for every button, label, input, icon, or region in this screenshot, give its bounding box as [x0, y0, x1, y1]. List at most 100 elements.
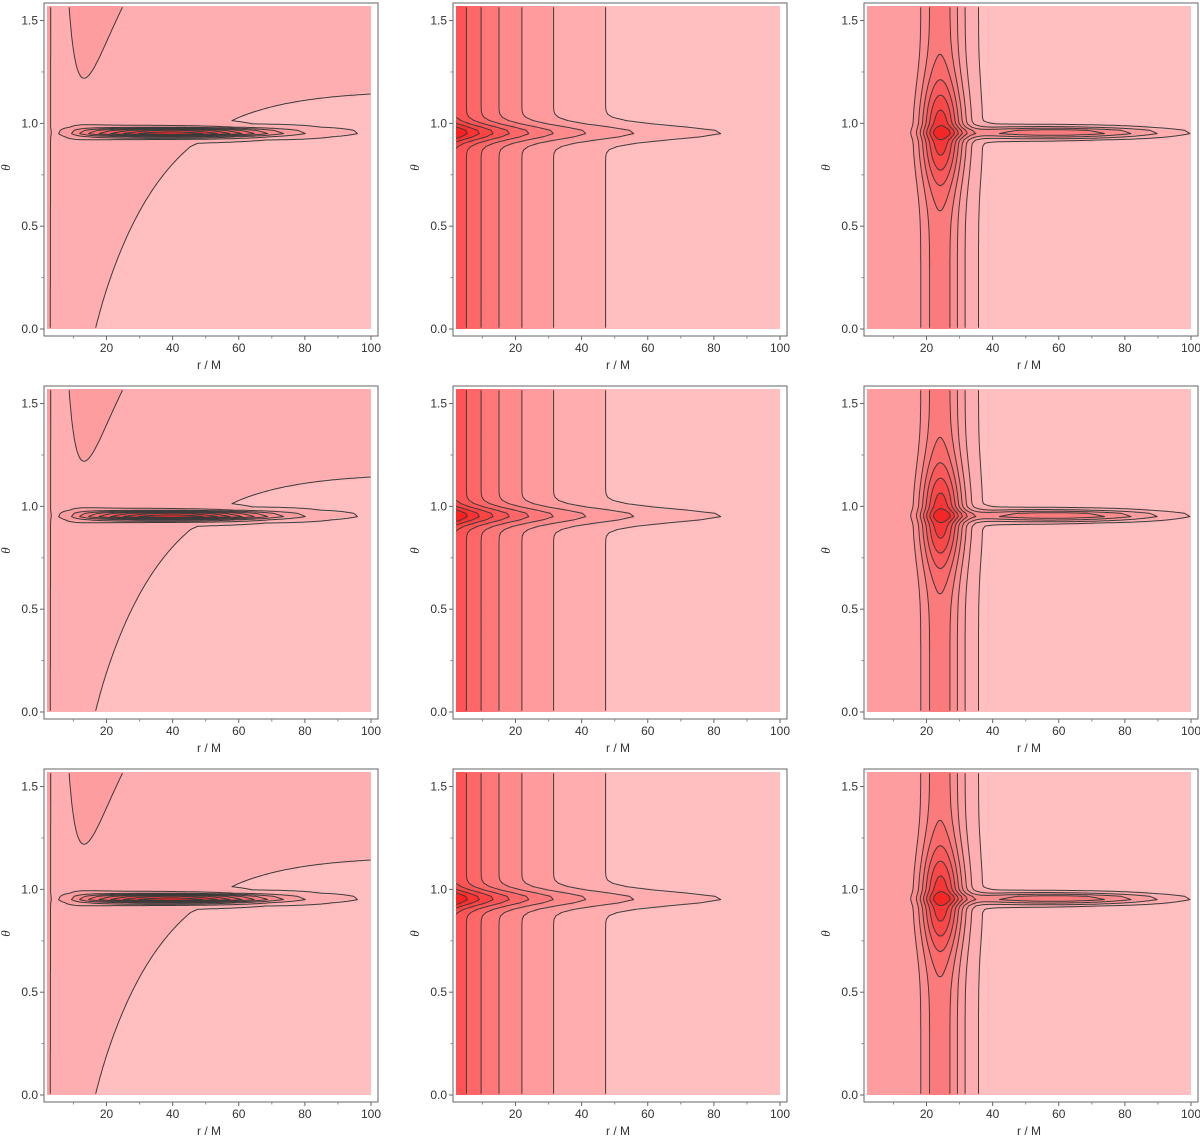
contour-line-6 [923, 79, 963, 186]
x-axis-label: r / M [197, 358, 221, 372]
x-axis-label: r / M [197, 1124, 221, 1138]
contour-fill [47, 6, 371, 329]
x-tick-label: 40 [575, 1107, 589, 1121]
contour-line-5 [480, 390, 530, 711]
axis-ticks: 20 40 60 80 100 0.0 0.5 1.0 1.5 [841, 397, 1200, 738]
y-tick-label: 1.5 [21, 780, 38, 794]
contour-line-1 [978, 390, 1191, 711]
contour-fill [456, 772, 780, 1095]
y-axis-label: θ [407, 930, 422, 937]
contour-line-3 [910, 390, 1132, 711]
y-axis-label: θ [0, 930, 13, 937]
y-tick-label: 0.5 [21, 985, 38, 999]
x-tick-label: 100 [1181, 724, 1200, 738]
y-tick-label: 0.0 [430, 322, 447, 336]
y-tick-label: 0.0 [841, 1088, 858, 1102]
y-tick-label: 0.5 [21, 602, 38, 616]
contour-line-5 [919, 436, 968, 595]
x-tick-label: 60 [641, 1107, 655, 1121]
contour-lines [910, 773, 1191, 1094]
axis-ticks: 20 40 60 80 100 0.0 0.5 1.0 1.5 [841, 14, 1200, 355]
contour-line-6 [465, 390, 510, 711]
contour-line-3 [910, 773, 1132, 1094]
contour-line-7 [926, 860, 959, 937]
x-tick-label: 100 [1181, 1107, 1200, 1121]
x-tick-label: 60 [232, 1107, 246, 1121]
x-tick-label: 100 [770, 1107, 790, 1121]
x-tick-label: 20 [920, 341, 934, 355]
contour-line-7 [110, 129, 231, 136]
contour-line-2 [553, 390, 635, 711]
contour-line-1 [605, 7, 722, 328]
y-axis-label: θ [0, 547, 13, 554]
axis-ticks: 20 40 60 80 100 0.0 0.5 1.0 1.5 [430, 397, 790, 738]
y-tick-label: 0.5 [841, 219, 858, 233]
x-tick-label: 20 [100, 341, 114, 355]
x-tick-label: 40 [166, 341, 180, 355]
y-tick-label: 0.0 [21, 1088, 38, 1102]
x-tick-label: 40 [575, 341, 589, 355]
y-tick-label: 0.5 [841, 985, 858, 999]
x-tick-label: 100 [361, 724, 381, 738]
contour-line-1 [978, 773, 1191, 1094]
contour-line-4 [79, 893, 268, 904]
contour-panel-row3-col3: 20 40 60 80 100 0.0 0.5 1.0 1.5 r / M θ [818, 768, 1200, 1138]
contour-lines [49, 390, 371, 711]
axis-ticks: 20 40 60 80 100 0.0 0.5 1.0 1.5 [21, 14, 381, 355]
contour-line-7 [456, 883, 494, 915]
contour-line-3 [71, 126, 284, 139]
contour-line-5 [88, 128, 255, 137]
x-tick-label: 20 [100, 724, 114, 738]
y-tick-label: 1.0 [21, 882, 38, 896]
x-tick-label: 80 [707, 724, 721, 738]
x-tick-label: 80 [1118, 341, 1132, 355]
x-tick-label: 80 [1118, 1107, 1132, 1121]
contour-line-1 [95, 93, 371, 328]
x-tick-label: 60 [641, 724, 655, 738]
x-axis-label: r / M [606, 741, 630, 755]
contour-line-5 [919, 53, 968, 212]
x-tick-label: 80 [1118, 724, 1132, 738]
contour-panel-row1-col2: 20 40 60 80 100 0.0 0.5 1.0 1.5 r / M θ [407, 2, 790, 372]
contour-line-9 [456, 126, 468, 139]
x-axis-label: r / M [197, 741, 221, 755]
contour-line-9 [456, 892, 468, 905]
contour-line-2 [553, 7, 635, 328]
contour-line-7 [926, 94, 959, 171]
contour-line-3 [71, 892, 284, 905]
contour-lines [456, 773, 722, 1094]
contour-line-2 [49, 773, 306, 1094]
x-tick-label: 60 [1052, 1107, 1066, 1121]
contour-line-8 [929, 875, 955, 922]
x-tick-label: 60 [1052, 724, 1066, 738]
y-axis-label: θ [818, 930, 833, 937]
contour-panel-row1-col3: 20 40 60 80 100 0.0 0.5 1.0 1.5 r / M θ [818, 2, 1200, 372]
y-tick-label: 0.5 [430, 985, 447, 999]
contour-panel-row2-col2: 20 40 60 80 100 0.0 0.5 1.0 1.5 r / M θ [407, 385, 790, 755]
x-tick-label: 40 [166, 1107, 180, 1121]
x-axis-label: r / M [1017, 1124, 1041, 1138]
x-tick-label: 100 [770, 341, 790, 355]
y-tick-label: 0.0 [21, 705, 38, 719]
axis-ticks: 20 40 60 80 100 0.0 0.5 1.0 1.5 [21, 780, 381, 1121]
contour-line-1 [605, 390, 722, 711]
contour-line-8 [929, 492, 955, 539]
y-tick-label: 1.0 [841, 116, 858, 130]
contour-line-6 [465, 7, 510, 328]
x-tick-label: 80 [298, 1107, 312, 1121]
y-tick-label: 1.0 [21, 116, 38, 130]
x-tick-label: 40 [166, 724, 180, 738]
x-tick-label: 20 [509, 724, 523, 738]
y-tick-label: 1.5 [430, 397, 447, 411]
contour-line-4 [79, 127, 268, 138]
x-tick-label: 40 [986, 1107, 1000, 1121]
contour-line-7 [456, 117, 494, 149]
x-tick-label: 80 [298, 341, 312, 355]
y-tick-label: 1.5 [841, 397, 858, 411]
contour-line-3 [521, 7, 587, 328]
contour-line-9 [933, 891, 951, 906]
x-axis-label: r / M [1017, 741, 1041, 755]
contour-panel-row2-col1: 20 40 60 80 100 0.0 0.5 1.0 1.5 r / M θ [0, 385, 381, 755]
x-tick-label: 80 [298, 724, 312, 738]
y-tick-label: 0.5 [430, 602, 447, 616]
